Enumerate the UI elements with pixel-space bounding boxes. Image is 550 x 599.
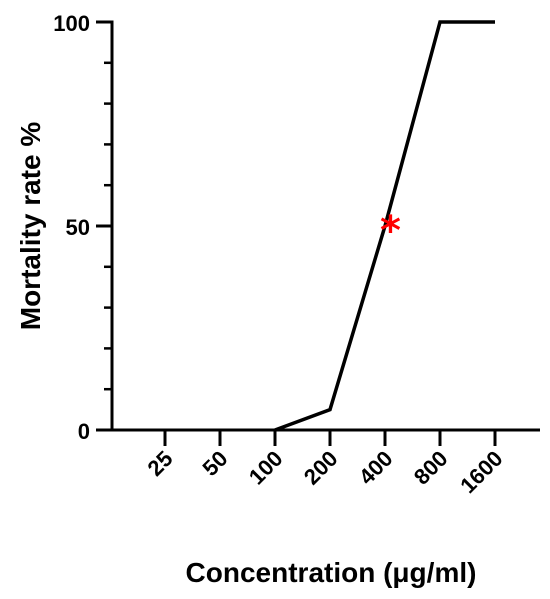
x-axis: 25 50 100 200 400 800 1600 [110,428,540,498]
y-major-ticks: 0 50 100 [53,11,112,444]
x-tick-label: 400 [354,446,398,490]
x-axis-title: Concentration (μg/ml) [186,557,477,588]
y-axis: 0 50 100 [53,11,114,444]
mortality-series-line [274,20,495,432]
ld50-marker: * [380,208,401,254]
markers: * [380,208,401,254]
x-tick-label: 25 [143,446,178,481]
x-tick-label: 200 [299,446,343,490]
x-tick-label: 100 [244,446,288,490]
x-tick-label: 50 [198,446,233,481]
x-tick-label: 800 [409,446,453,490]
y-tick-label: 0 [78,419,90,444]
x-ticks: 25 50 100 200 400 800 1600 [143,430,508,498]
x-tick-label: 1600 [455,446,507,498]
y-minor-ticks [104,61,112,391]
y-axis-title: Mortality rate % [15,122,46,331]
y-tick-label: 100 [53,11,90,36]
y-tick-label: 50 [66,215,90,240]
